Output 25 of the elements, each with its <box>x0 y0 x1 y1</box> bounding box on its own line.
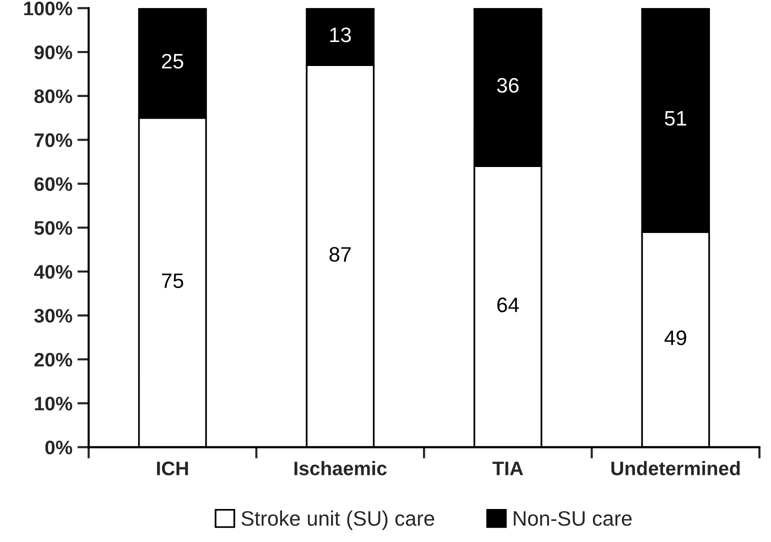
x-tick-label: Ischaemic <box>294 461 387 476</box>
y-tick-label: 20% <box>34 352 72 367</box>
data-label: 87 <box>330 247 351 262</box>
y-tick-label: 10% <box>35 396 72 410</box>
y-tick-label: 80% <box>34 89 72 104</box>
data-label: 75 <box>162 274 184 288</box>
legend-label: Non-SU care <box>514 511 632 526</box>
y-tick-label: 30% <box>34 308 72 323</box>
x-tick-label: Undetermined <box>611 461 740 476</box>
y-tick-label: 90% <box>34 46 72 60</box>
x-tick-label: TIA <box>492 462 524 476</box>
data-label: 64 <box>497 298 519 312</box>
data-label: 25 <box>162 54 184 69</box>
y-tick-label: 40% <box>34 265 72 279</box>
y-tick-label: 70% <box>34 133 72 148</box>
y-tick-label: 0% <box>45 440 72 454</box>
x-tick-label: ICH <box>157 462 188 476</box>
y-tick-label: 50% <box>34 221 72 235</box>
data-label: 13 <box>330 28 351 42</box>
legend-label: Stroke unit (SU) care <box>242 510 434 530</box>
y-tick-label: 100% <box>24 2 72 16</box>
data-label: 51 <box>664 111 686 126</box>
y-tick-label: 60% <box>34 177 72 191</box>
data-label: 49 <box>664 330 686 346</box>
data-label: 36 <box>497 78 519 93</box>
